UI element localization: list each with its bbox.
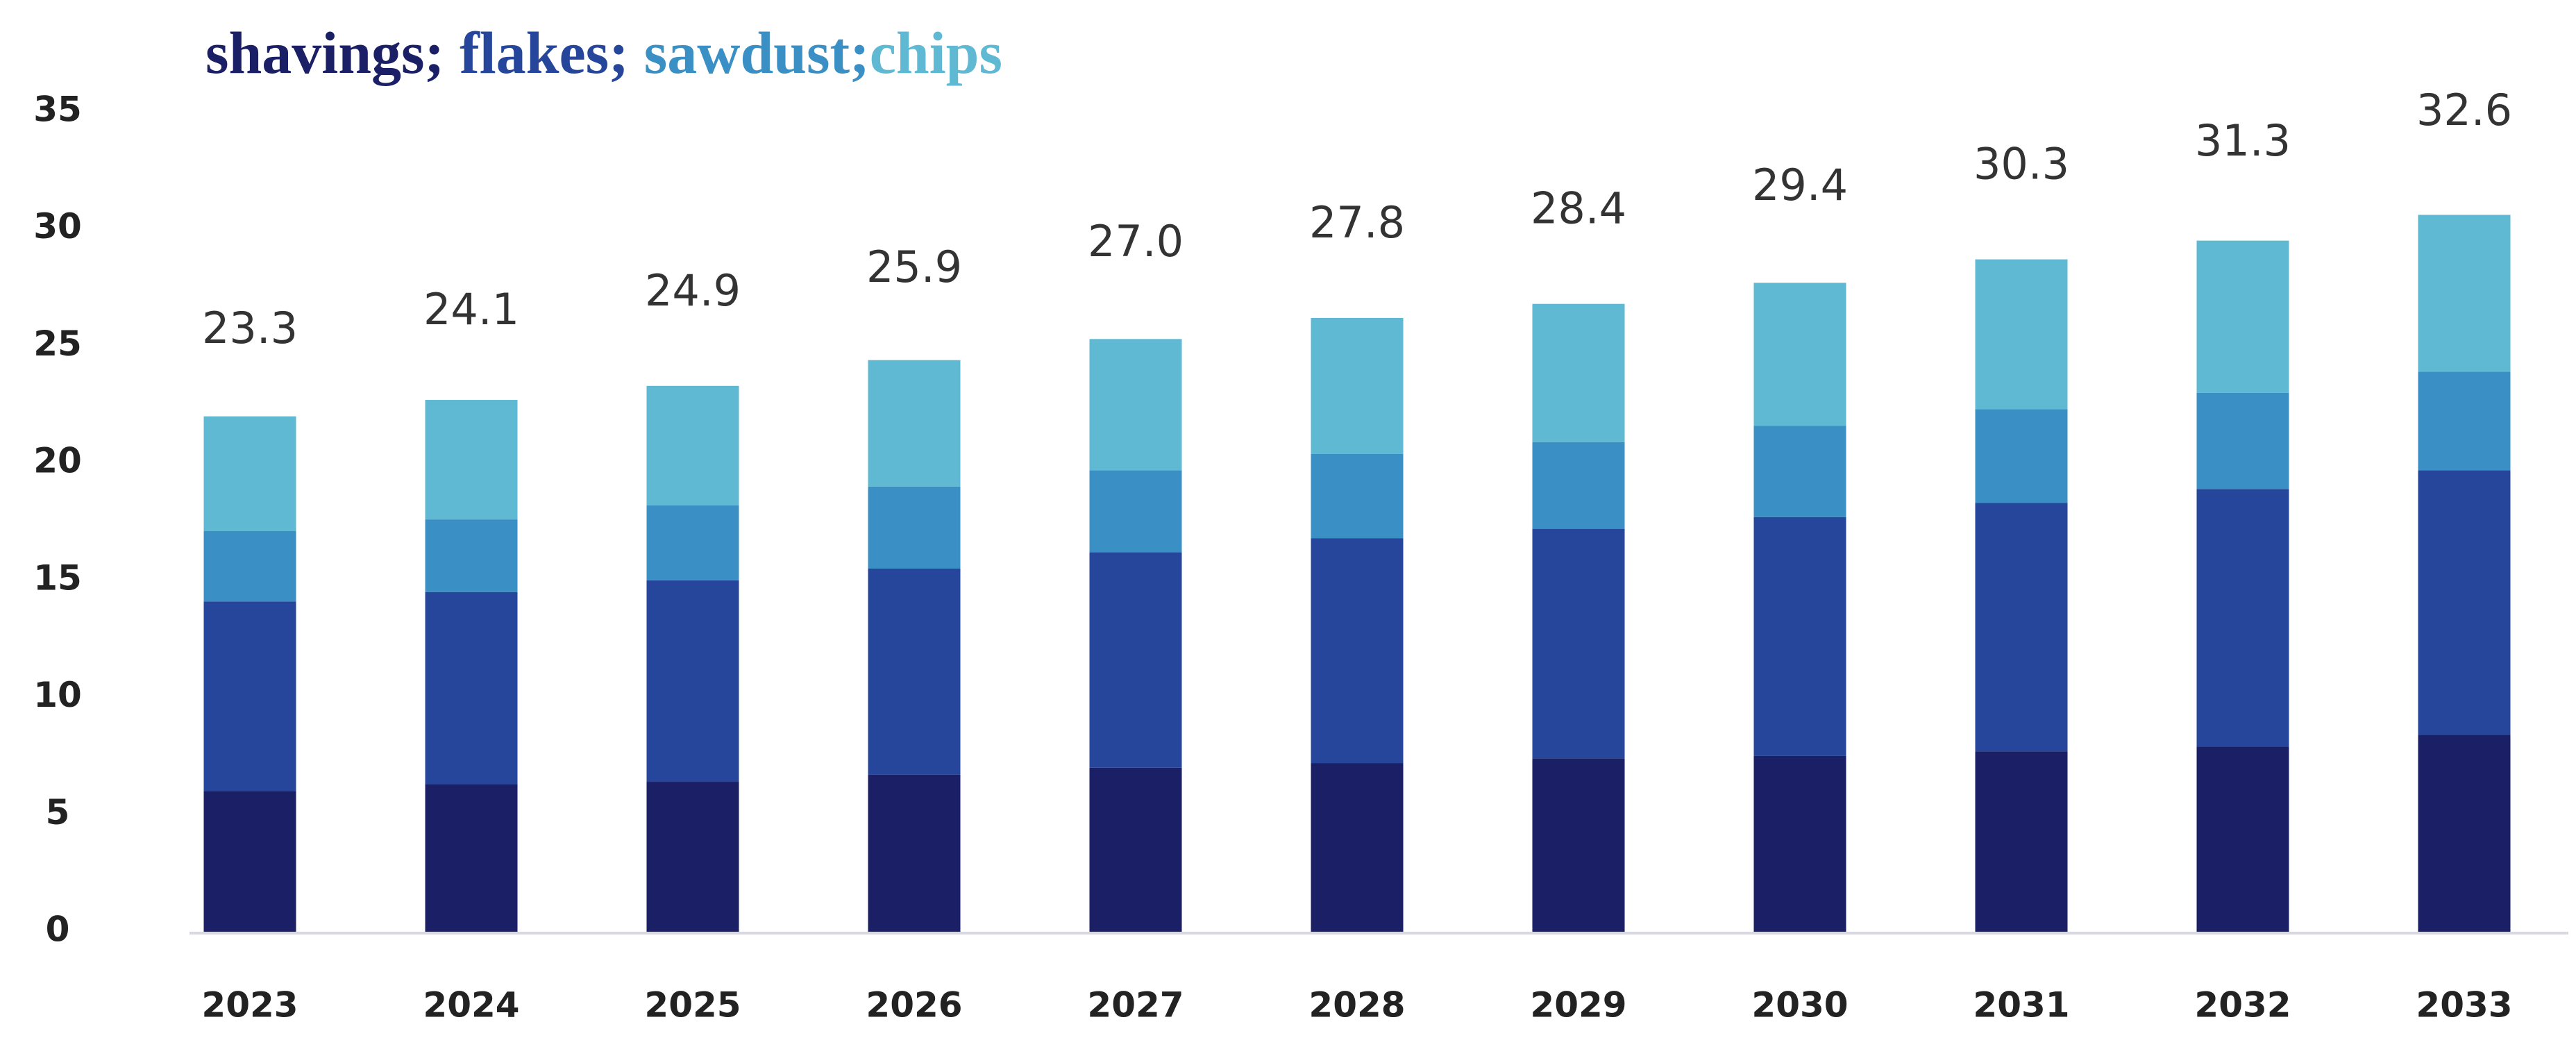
x-tick-label: 2027 — [1087, 985, 1184, 1025]
bar-segment — [2418, 215, 2511, 372]
bar-segment — [2196, 392, 2289, 489]
total-label: 31.3 — [2195, 115, 2291, 166]
bar-segment — [868, 568, 961, 775]
bar-segment — [2418, 371, 2511, 471]
bar-segment — [868, 774, 961, 932]
x-tick-label: 2024 — [423, 985, 519, 1025]
legend-entry: sawdust; — [644, 19, 870, 86]
x-tick-label: 2025 — [644, 985, 741, 1025]
x-tick-label: 2032 — [2194, 985, 2291, 1025]
x-tick-label: 2033 — [2416, 985, 2512, 1025]
bar-segment — [203, 601, 296, 791]
total-label: 27.8 — [1309, 197, 1405, 248]
total-label: 24.1 — [423, 284, 519, 335]
y-tick-label: 0 — [46, 910, 70, 950]
x-tick-label: 2028 — [1308, 985, 1405, 1025]
x-tick-label: 2030 — [1751, 985, 1848, 1025]
bar-segment — [425, 784, 518, 932]
y-tick-label: 30 — [33, 206, 82, 246]
bar-segment — [203, 791, 296, 932]
bar-segment — [425, 519, 518, 592]
total-label: 23.3 — [202, 303, 298, 353]
bar-segment — [1532, 528, 1625, 759]
bar-segment — [1311, 317, 1404, 454]
y-tick-label: 15 — [33, 558, 82, 598]
total-label: 25.9 — [866, 242, 962, 292]
bar-segment — [1975, 259, 2068, 410]
bar-segment — [1532, 303, 1625, 442]
total-label: 32.6 — [2416, 85, 2512, 135]
total-label: 28.4 — [1531, 183, 1626, 234]
bar-segment — [425, 400, 518, 520]
y-tick-label: 20 — [33, 441, 82, 481]
bar-segment — [1532, 442, 1625, 529]
legend: shavings; flakes; sawdust;chips — [205, 19, 1002, 86]
bar-segment — [1311, 538, 1404, 764]
total-label: 29.4 — [1752, 160, 1848, 210]
bar-segment — [2418, 735, 2511, 932]
bar-segment — [1089, 767, 1182, 932]
bar-segment — [1753, 755, 1846, 932]
bar-segment — [868, 486, 961, 569]
y-tick-label: 5 — [46, 792, 70, 832]
x-tick-label: 2029 — [1530, 985, 1626, 1025]
x-tick-label: 2031 — [1973, 985, 2069, 1025]
bar-segment — [1311, 453, 1404, 539]
bar-segment — [646, 385, 739, 505]
bar-segment — [1975, 751, 2068, 932]
total-label: 30.3 — [1973, 139, 2069, 190]
y-tick-label: 35 — [33, 90, 82, 130]
legend-entry: shavings; — [205, 19, 444, 86]
x-tick-label: 2026 — [866, 985, 962, 1025]
bar-segment — [1753, 517, 1846, 756]
bar-segment — [1753, 426, 1846, 517]
bar-segment — [1089, 470, 1182, 553]
y-tick-label: 10 — [33, 675, 82, 715]
bar-segment — [868, 360, 961, 487]
bar-segment — [1089, 339, 1182, 471]
bar-segment — [1311, 763, 1404, 932]
bar-segment — [2418, 470, 2511, 735]
bar-segment — [1532, 758, 1625, 932]
legend-entry: flakes; — [460, 19, 629, 86]
bar-segment — [646, 505, 739, 580]
bar-segment — [203, 530, 296, 602]
bar-segment — [1975, 409, 2068, 503]
bar-segment — [1089, 552, 1182, 768]
bar-segment — [2196, 489, 2289, 747]
bar-segment — [646, 580, 739, 782]
legend-entry: chips — [870, 19, 1002, 86]
bar-segment — [2196, 240, 2289, 393]
bar-segment — [2196, 746, 2289, 932]
y-tick-label: 25 — [33, 324, 82, 364]
bar-segment — [1975, 503, 2068, 752]
bar-segment — [1753, 283, 1846, 426]
bar-segment — [425, 592, 518, 785]
total-label: 27.0 — [1088, 216, 1184, 267]
bar-segment — [203, 416, 296, 531]
total-label: 24.9 — [645, 265, 741, 316]
x-tick-label: 2023 — [201, 985, 298, 1025]
bar-segment — [646, 782, 739, 932]
